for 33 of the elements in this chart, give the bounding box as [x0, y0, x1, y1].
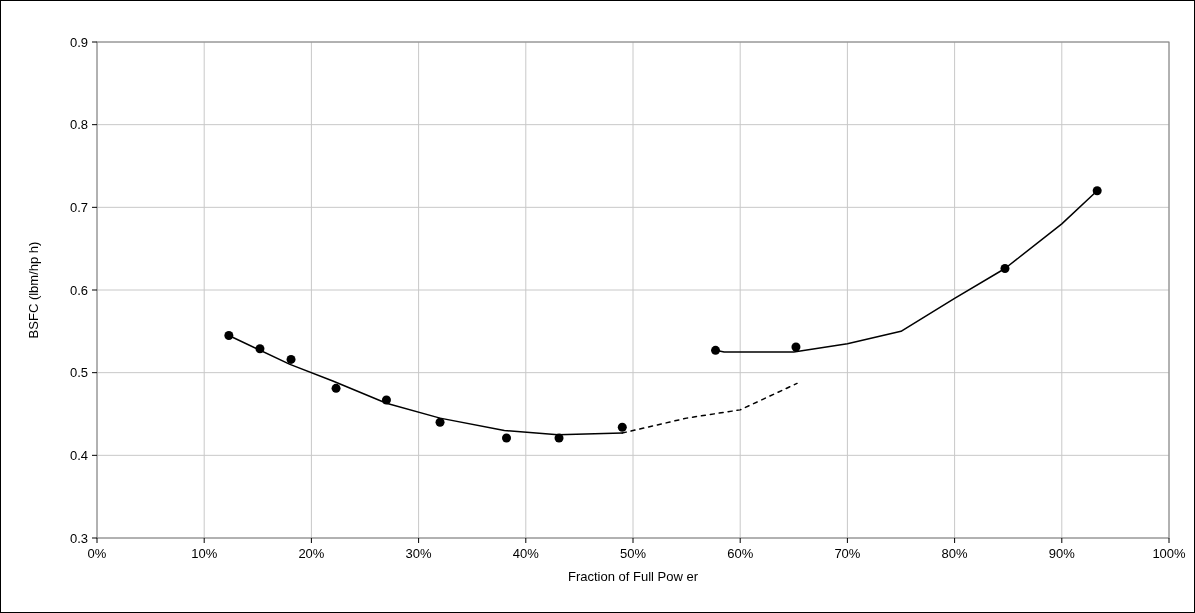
point	[711, 345, 721, 355]
y-tick-label: 0.3	[69, 530, 88, 546]
point	[617, 422, 627, 432]
point	[554, 433, 564, 443]
x-tick-label: 80%	[941, 546, 969, 561]
x-tick-label: 70%	[834, 546, 861, 561]
point	[331, 383, 341, 393]
x-axis-title: Fraction of Full Pow er	[567, 569, 699, 584]
y-tick-label: 0.9	[69, 34, 88, 50]
y-tick-label: 0.8	[69, 117, 88, 133]
point	[502, 433, 511, 443]
y-tick-label: 0.5	[69, 365, 88, 381]
point	[791, 342, 801, 352]
y-tick-label: 0.7	[69, 199, 88, 215]
point	[435, 417, 445, 427]
point	[1092, 186, 1102, 196]
point	[381, 395, 391, 405]
x-tick-label: 50%	[619, 546, 647, 561]
y-tick-label: 0.6	[69, 282, 88, 298]
x-tick-label: 100%	[1152, 546, 1187, 561]
point	[286, 354, 296, 364]
y-axis-title: BSFC (lbm/hp h)	[26, 241, 41, 339]
x-tick-label: 60%	[727, 546, 754, 561]
x-tick-label: 90%	[1048, 546, 1076, 561]
point	[1000, 264, 1010, 274]
x-tick-label: 10%	[191, 546, 218, 561]
x-tick-label: 30%	[405, 546, 433, 561]
x-tick-label: 0%	[87, 546, 107, 561]
x-tick-label: 20%	[298, 546, 325, 561]
point	[255, 344, 265, 354]
x-tick-label: 40%	[512, 546, 540, 561]
point	[224, 330, 234, 340]
y-tick-label: 0.4	[69, 447, 88, 463]
